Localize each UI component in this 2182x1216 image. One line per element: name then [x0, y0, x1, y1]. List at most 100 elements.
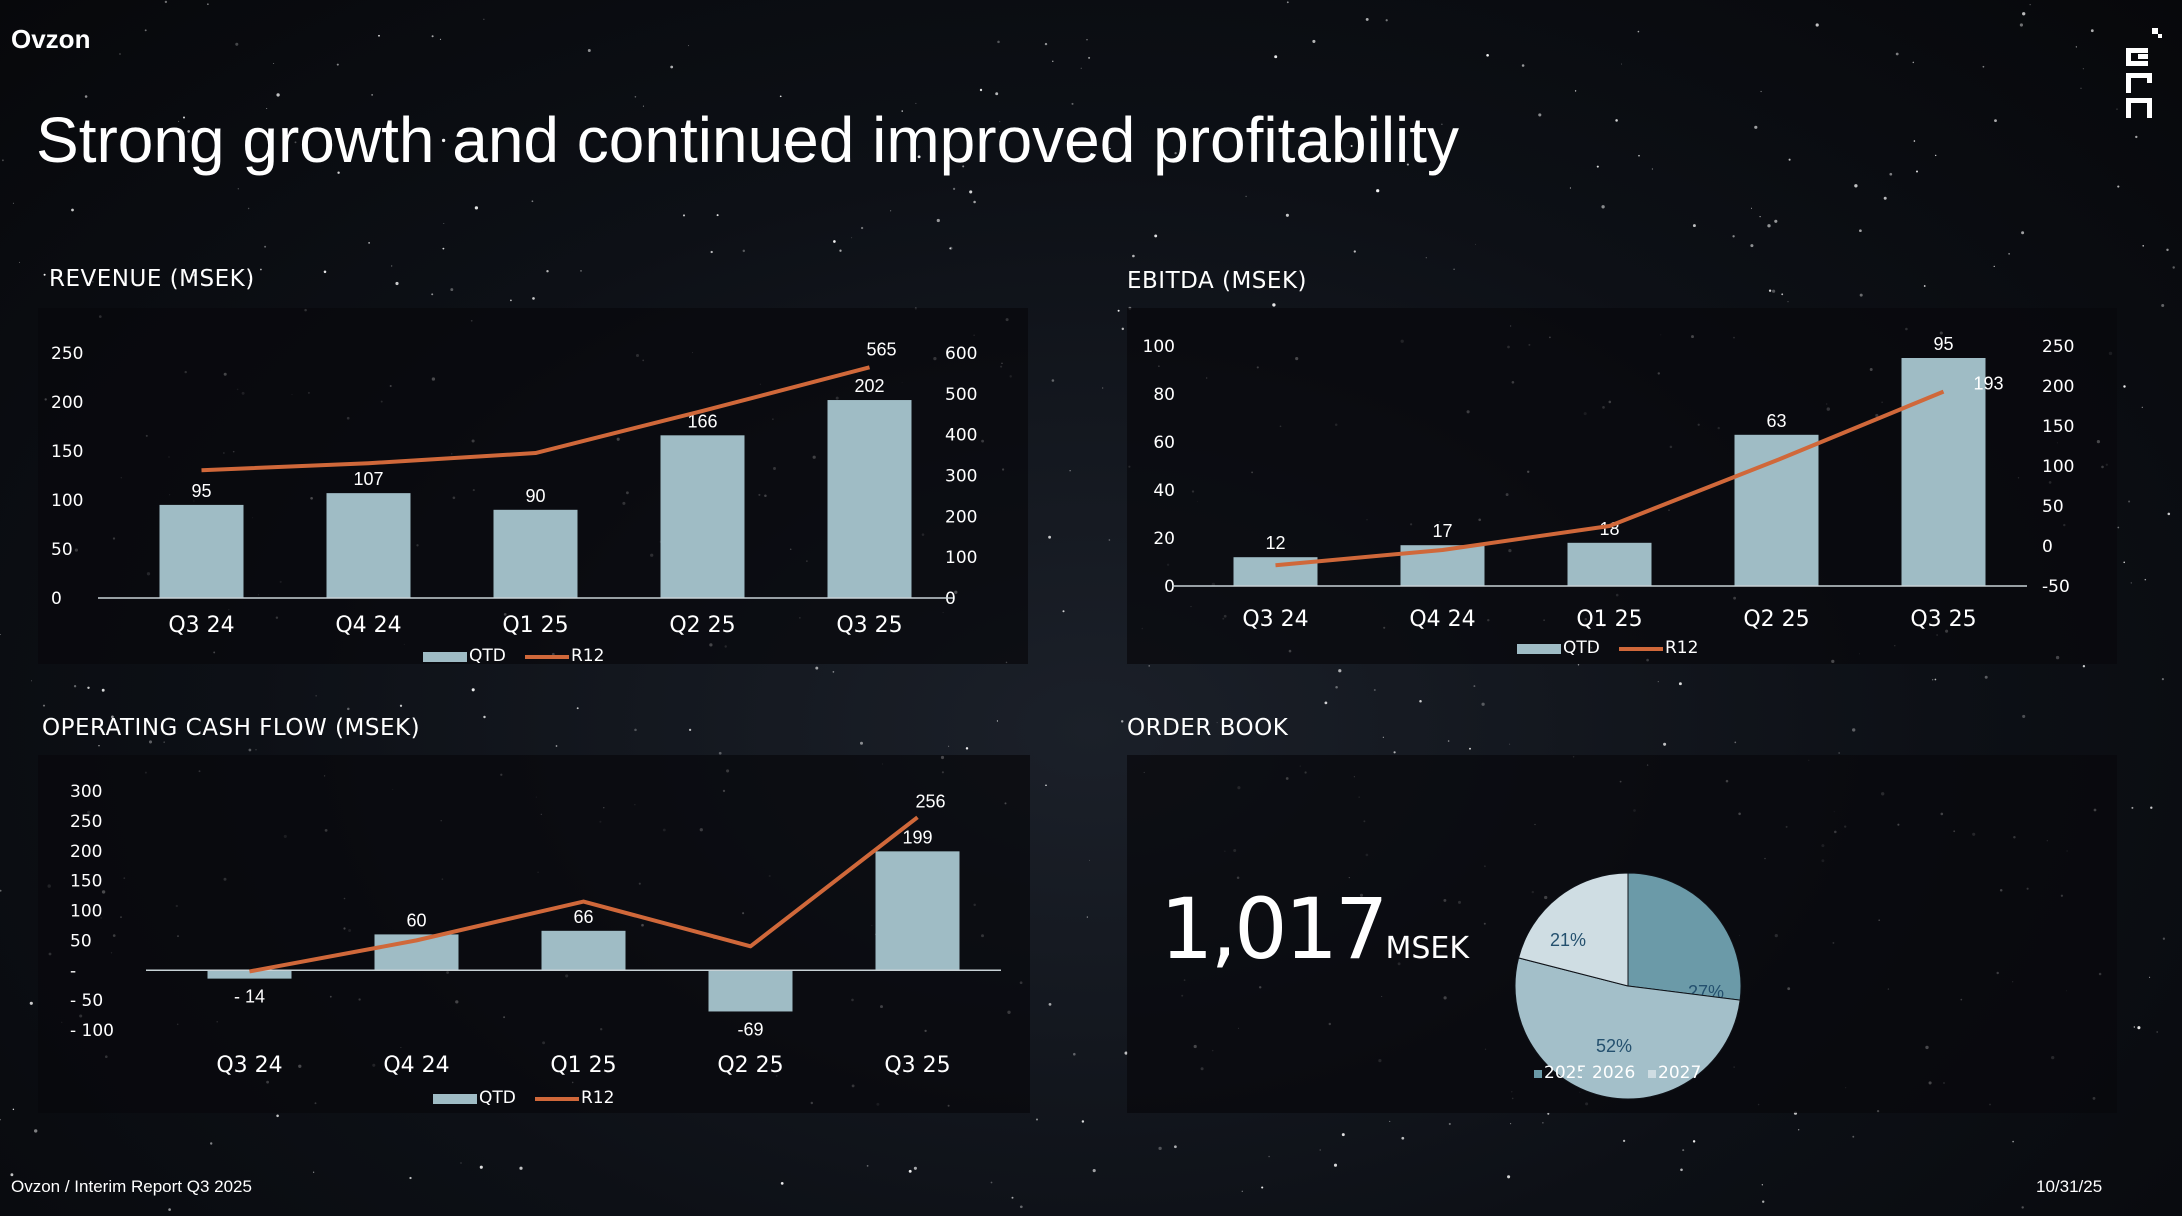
- x-category-label: Q3 25: [1910, 607, 1976, 632]
- legend-label: 2027: [1658, 1063, 1701, 1083]
- bar-value-label: 66: [573, 907, 593, 927]
- legend-qtd-label: QTD: [1563, 638, 1600, 658]
- bar-qtd: [875, 851, 960, 971]
- y-tick-left: 150: [51, 442, 83, 462]
- y-tick-left: 100: [1143, 337, 1175, 357]
- legend-r12-label: R12: [571, 646, 604, 664]
- pie-slice-2026: [1514, 957, 1741, 1100]
- y-tick-left: 100: [70, 902, 102, 922]
- y-tick-left: 300: [70, 782, 102, 802]
- bar-value-label: 95: [191, 481, 211, 501]
- bar-qtd: [1567, 542, 1652, 586]
- legend-qtd-swatch: [433, 1094, 477, 1104]
- bar-qtd: [493, 509, 578, 598]
- y-tick-right: 0: [2042, 537, 2053, 557]
- bar-qtd: [207, 970, 292, 979]
- legend-qtd-label: QTD: [479, 1088, 516, 1108]
- orderbook-panel: 27% 52% 21% 2025 2026 2027: [1127, 755, 2117, 1113]
- y-tick-right: 100: [945, 548, 977, 568]
- pie-slice-label: 52%: [1596, 1036, 1632, 1056]
- y-tick-left: 200: [51, 393, 83, 413]
- bar-value-label: 166: [687, 411, 717, 431]
- bar-value-label: 17: [1432, 521, 1452, 541]
- legend-swatch-2026: [1582, 1070, 1590, 1078]
- x-category-label: Q3 25: [836, 613, 902, 638]
- page-title: Strong growth and continued improved pro…: [36, 104, 1460, 176]
- legend-r12-label: R12: [1665, 638, 1698, 658]
- y-tick-left: 40: [1153, 481, 1175, 501]
- y-tick-right: 200: [945, 507, 977, 527]
- y-tick-left: 250: [51, 344, 83, 364]
- legend-qtd-label: QTD: [469, 646, 506, 664]
- y-tick-right: 0: [945, 589, 956, 609]
- y-tick-left: 0: [51, 589, 62, 609]
- r12-value-label: 193: [1973, 374, 2003, 394]
- y-tick-right: 150: [2042, 417, 2074, 437]
- x-category-label: Q4 24: [1409, 607, 1475, 632]
- x-category-label: Q4 24: [383, 1053, 449, 1078]
- x-category-label: Q3 25: [884, 1053, 950, 1078]
- y-tick-left: 50: [70, 931, 92, 951]
- r12-line: [1275, 389, 1945, 568]
- revenue-chart: 0 50 100 150 200 250 0 100 200 300 400 500 600 95 107 9…: [51, 339, 977, 664]
- legend-r12-label: R12: [581, 1088, 614, 1108]
- legend-qtd-swatch: [1517, 644, 1561, 654]
- y-tick-left: - 100: [70, 1021, 114, 1041]
- x-category-label: Q1 25: [550, 1053, 616, 1078]
- r12-value-label: 256: [915, 791, 945, 811]
- ebitda-section-title: EBITDA (MSEK): [1127, 268, 1307, 294]
- bar-value-label: 202: [854, 376, 884, 396]
- bar-value-label: 63: [1766, 411, 1786, 431]
- orderbook-pie-chart: 27%52%21%2025 2026 2027: [1514, 872, 1742, 1100]
- y-tick-right: 300: [945, 467, 977, 487]
- y-tick-left: 150: [70, 872, 102, 892]
- bar-value-label: 12: [1265, 533, 1285, 553]
- y-tick-right: 50: [2042, 497, 2064, 517]
- bar-qtd: [1901, 358, 1986, 586]
- y-tick-right: 600: [945, 344, 977, 364]
- x-category-label: Q3 24: [1242, 607, 1308, 632]
- y-tick-right: -50: [2042, 577, 2070, 597]
- bar-value-label: 90: [525, 486, 545, 506]
- legend-swatch-2025: [1534, 1070, 1542, 1078]
- y-tick-left: - 50: [70, 991, 103, 1011]
- y-tick-left: -: [70, 961, 76, 981]
- bar-qtd: [159, 504, 244, 598]
- bar-value-label: 107: [353, 469, 383, 489]
- bar-value-label: 60: [406, 910, 426, 930]
- x-category-label: Q2 25: [669, 613, 735, 638]
- cashflow-section-title: OPERATING CASH FLOW (MSEK): [42, 715, 421, 741]
- x-category-label: Q2 25: [717, 1053, 783, 1078]
- r12-line: [201, 365, 871, 473]
- x-category-label: Q1 25: [502, 613, 568, 638]
- y-tick-left: 60: [1153, 433, 1175, 453]
- legend-r12-swatch: [535, 1097, 579, 1101]
- y-tick-left: 50: [51, 540, 73, 560]
- bar-qtd: [708, 970, 793, 1012]
- r12-line: [249, 815, 919, 974]
- cashflow-chart: - 100 - 50 - 50 100 150 200 250 300 - 14 60 66 -69 19…: [70, 782, 1001, 1108]
- legend-swatch-2027: [1648, 1070, 1656, 1078]
- bar-qtd: [1734, 434, 1819, 586]
- orderbook-total-unit: MSEK: [1385, 931, 1470, 966]
- orderbook-total-value: 1,017: [1160, 880, 1388, 978]
- pie-slice-2027: [1517, 872, 1629, 987]
- y-tick-right: 500: [945, 385, 977, 405]
- pie-slice-label: 21%: [1550, 930, 1586, 950]
- x-category-label: Q3 24: [216, 1053, 282, 1078]
- legend-label: 2026: [1592, 1063, 1635, 1083]
- y-tick-right: 400: [945, 426, 977, 446]
- y-tick-right: 100: [2042, 457, 2074, 477]
- ovzon-logo-icon: [2126, 28, 2162, 118]
- y-tick-left: 80: [1153, 385, 1175, 405]
- x-category-label: Q1 25: [1576, 607, 1642, 632]
- y-tick-right: 200: [2042, 377, 2074, 397]
- legend-r12-swatch: [1619, 647, 1663, 651]
- revenue-chart-panel: 0 50 100 150 200 250 0 100 200 300 400 500 600 95 107 9…: [38, 308, 1028, 664]
- orderbook-section-title: ORDER BOOK: [1127, 715, 1289, 741]
- bar-value-label: 199: [902, 827, 932, 847]
- pie-slice-2025: [1627, 872, 1742, 1001]
- x-category-label: Q4 24: [335, 613, 401, 638]
- x-category-label: Q2 25: [1743, 607, 1809, 632]
